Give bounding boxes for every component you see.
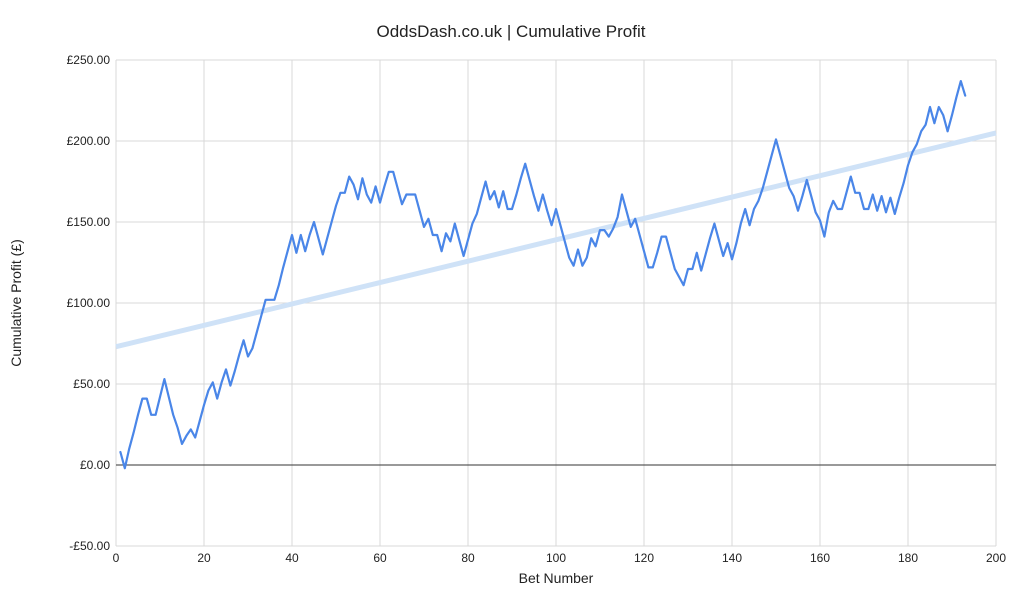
profit-series-line — [119, 79, 967, 470]
x-tick-label: 80 — [461, 551, 475, 565]
x-tick-label: 20 — [197, 551, 211, 565]
y-tick-label: £250.00 — [67, 53, 111, 67]
chart-title: OddsDash.co.uk | Cumulative Profit — [377, 22, 646, 41]
x-axis-tick-labels: 0 20 40 60 80 100 120 140 160 180 200 — [113, 551, 1007, 565]
y-tick-label: £0.00 — [80, 458, 110, 472]
x-axis-title: Bet Number — [519, 570, 594, 586]
x-tick-label: 180 — [898, 551, 918, 565]
x-tick-label: 40 — [285, 551, 299, 565]
gridlines — [115, 59, 997, 547]
y-tick-label: £50.00 — [73, 377, 110, 391]
x-tick-label: 160 — [810, 551, 830, 565]
x-tick-label: 120 — [634, 551, 654, 565]
series-layer — [119, 79, 967, 470]
x-tick-label: 140 — [722, 551, 742, 565]
y-axis-tick-labels: -£50.00 £0.00 £50.00 £100.00 £150.00 £200.00 £… — [67, 53, 111, 553]
y-tick-label: -£50.00 — [69, 539, 110, 553]
y-tick-label: £150.00 — [67, 215, 111, 229]
y-axis-title: Cumulative Profit (£) — [8, 239, 24, 367]
x-tick-label: 0 — [113, 551, 120, 565]
x-tick-label: 100 — [546, 551, 566, 565]
x-tick-label: 200 — [986, 551, 1006, 565]
x-tick-label: 60 — [373, 551, 387, 565]
y-tick-label: £200.00 — [67, 134, 111, 148]
y-tick-label: £100.00 — [67, 296, 111, 310]
